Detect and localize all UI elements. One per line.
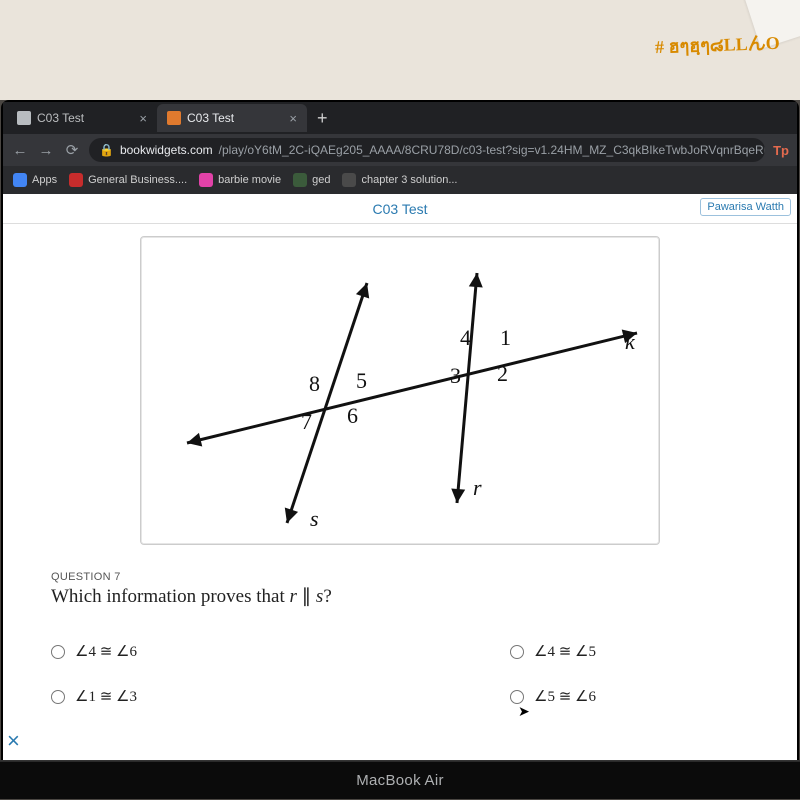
bookmark-label: chapter 3 solution...: [361, 174, 457, 186]
svg-text:8: 8: [309, 371, 320, 396]
url-field[interactable]: 🔒 bookwidgets.com /play/oY6tM_2C-iQAEg20…: [89, 138, 765, 162]
close-overlay-icon[interactable]: ×: [7, 728, 20, 754]
svg-text:7: 7: [301, 409, 312, 434]
reload-icon[interactable]: ⟳: [63, 141, 81, 159]
bookmarks-bar: Apps General Business.... barbie movie g…: [3, 166, 797, 194]
bookmark-icon: [69, 173, 83, 187]
bookmark-barbie-movie[interactable]: barbie movie: [199, 173, 281, 187]
svg-text:4: 4: [460, 325, 471, 350]
tab-favicon: [167, 111, 181, 125]
page-content: C03 Test Pawarisa Watth k r s 1 2 3 4 5 6 7 8 QUES…: [3, 194, 797, 760]
forward-icon[interactable]: →: [37, 142, 55, 159]
option-label: ∠1 ≅ ∠3: [75, 687, 137, 706]
question-suffix: ?: [323, 586, 331, 607]
url-path: /play/oY6tM_2C-iQAEg205_AAAA/8CRU78D/c03…: [219, 143, 765, 157]
lock-icon: 🔒: [99, 143, 114, 157]
answer-options: ∠4 ≅ ∠6 ∠4 ≅ ∠5 ∠1 ≅ ∠3 ∠5 ≅ ∠6: [3, 618, 797, 716]
bookmark-icon: [199, 173, 213, 187]
ambient-background: # ฮๆฮฺๆ๘LLんO: [0, 0, 800, 100]
question-prefix: Which information proves that: [51, 586, 290, 607]
option-b[interactable]: ∠4 ≅ ∠5: [510, 642, 749, 661]
bookmark-label: barbie movie: [218, 174, 281, 186]
page-header: C03 Test Pawarisa Watth: [3, 194, 797, 224]
apps-icon: [13, 173, 27, 187]
back-icon[interactable]: ←: [11, 142, 29, 159]
macbook-label: MacBook Air: [356, 772, 444, 789]
address-bar: ← → ⟳ 🔒 bookwidgets.com /play/oY6tM_2C-i…: [3, 134, 797, 166]
question-number: QUESTION 7: [51, 571, 757, 583]
browser-window: C03 Test × C03 Test × + ← → ⟳ 🔒 bookwidg…: [3, 102, 797, 760]
bookmark-label: Apps: [32, 174, 57, 186]
tab-c03-test-2[interactable]: C03 Test ×: [157, 104, 307, 132]
bookmark-label: ged: [312, 174, 330, 186]
bookmark-icon: [293, 173, 307, 187]
question-block: QUESTION 7 Which information proves that…: [3, 549, 797, 618]
svg-text:s: s: [310, 506, 319, 531]
radio-icon: [510, 690, 524, 704]
svg-text:r: r: [473, 475, 482, 500]
figure-card: k r s 1 2 3 4 5 6 7 8: [140, 236, 660, 545]
bookmark-general-business[interactable]: General Business....: [69, 173, 187, 187]
radio-icon: [51, 645, 65, 659]
url-host: bookwidgets.com: [120, 143, 213, 157]
svg-text:1: 1: [500, 325, 511, 350]
close-icon[interactable]: ×: [139, 111, 147, 126]
svg-text:6: 6: [347, 403, 358, 428]
bookmark-apps[interactable]: Apps: [13, 173, 57, 187]
parallel-symbol: ∥: [297, 586, 316, 607]
option-c[interactable]: ∠1 ≅ ∠3: [51, 687, 290, 706]
user-badge[interactable]: Pawarisa Watth: [700, 198, 791, 216]
svg-text:k: k: [625, 329, 636, 354]
svg-text:5: 5: [356, 368, 367, 393]
bookmark-icon: [342, 173, 356, 187]
option-label: ∠5 ≅ ∠6: [534, 687, 596, 706]
radio-icon: [51, 690, 65, 704]
radio-icon: [510, 645, 524, 659]
option-label: ∠4 ≅ ∠5: [534, 642, 596, 661]
handwritten-note: # ฮๆฮฺๆ๘LLんO: [655, 28, 781, 61]
question-text: Which information proves that r ∥ s?: [51, 585, 757, 608]
tab-c03-test-1[interactable]: C03 Test ×: [7, 104, 157, 132]
bookmark-chapter-3[interactable]: chapter 3 solution...: [342, 173, 457, 187]
new-tab-button[interactable]: +: [307, 108, 338, 129]
figure-container: k r s 1 2 3 4 5 6 7 8: [3, 224, 797, 549]
option-a[interactable]: ∠4 ≅ ∠6: [51, 642, 290, 661]
laptop-bezel: C03 Test × C03 Test × + ← → ⟳ 🔒 bookwidg…: [1, 100, 799, 760]
option-d[interactable]: ∠5 ≅ ∠6: [510, 687, 749, 706]
close-icon[interactable]: ×: [289, 111, 297, 126]
bookmark-ged[interactable]: ged: [293, 173, 330, 187]
page-title: C03 Test: [373, 201, 428, 217]
var-r: r: [290, 586, 297, 607]
extension-icon[interactable]: Tp: [773, 143, 789, 158]
tab-label: C03 Test: [37, 111, 84, 125]
bookmark-label: General Business....: [88, 174, 187, 186]
mouse-cursor-icon: ➤: [518, 703, 530, 720]
tab-label: C03 Test: [187, 111, 234, 125]
svg-text:2: 2: [497, 361, 508, 386]
macbook-label-bar: MacBook Air: [0, 761, 800, 799]
tab-favicon: [17, 111, 31, 125]
svg-text:3: 3: [450, 363, 461, 388]
option-label: ∠4 ≅ ∠6: [75, 642, 137, 661]
geometry-figure: k r s 1 2 3 4 5 6 7 8: [147, 243, 653, 533]
tab-strip: C03 Test × C03 Test × +: [3, 102, 797, 134]
